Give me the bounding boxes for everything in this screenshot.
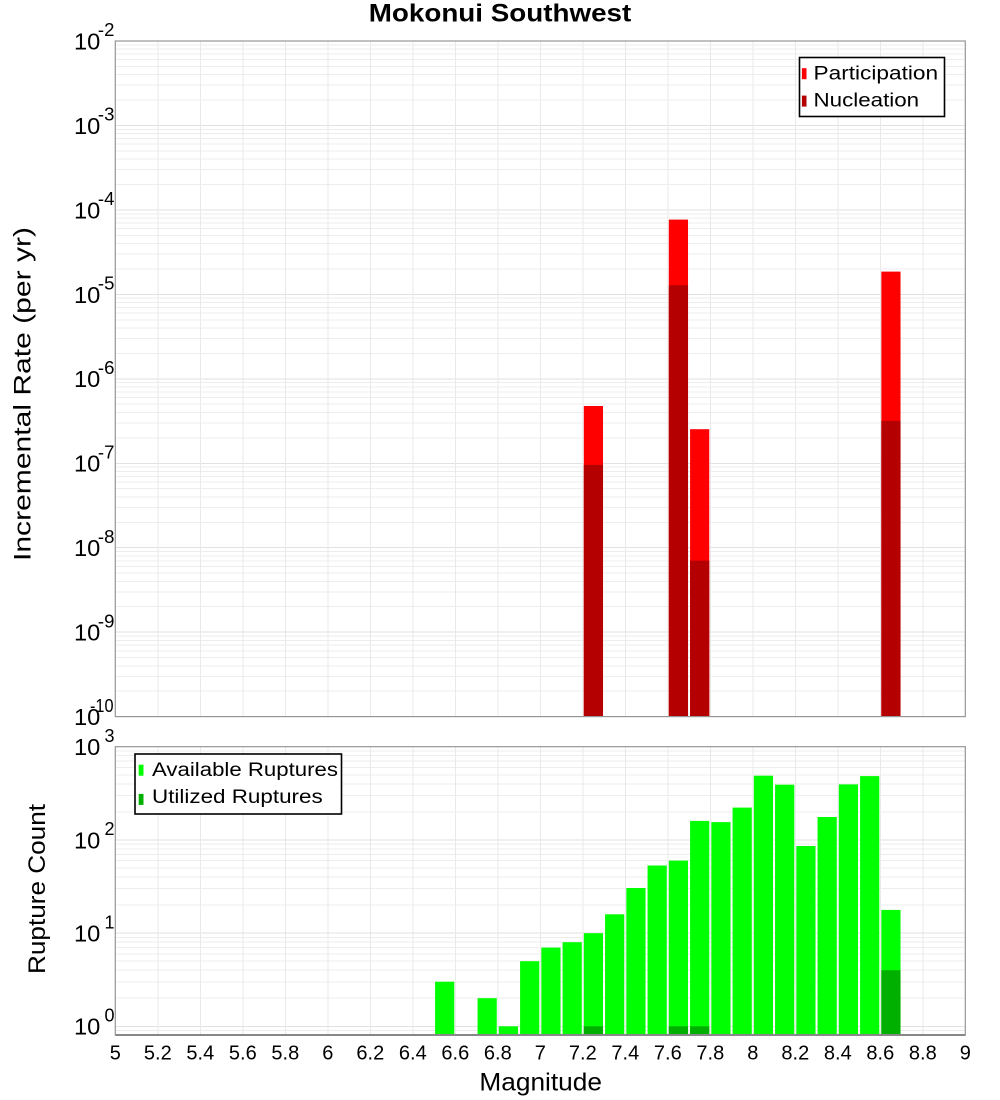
svg-text:2: 2	[105, 819, 115, 839]
svg-text:9: 9	[960, 1043, 971, 1065]
svg-text:-2: -2	[98, 20, 115, 40]
svg-text:10: 10	[74, 282, 100, 308]
svg-text:10: 10	[74, 1014, 100, 1040]
svg-text:Magnitude: Magnitude	[479, 1068, 602, 1096]
svg-text:10: 10	[74, 620, 100, 646]
svg-text:6.4: 6.4	[399, 1043, 427, 1065]
svg-text:10: 10	[74, 197, 100, 223]
svg-text:8.6: 8.6	[866, 1043, 894, 1065]
svg-text:10: 10	[74, 921, 100, 947]
svg-text:10: 10	[74, 366, 100, 392]
svg-text:-8: -8	[98, 527, 115, 547]
svg-text:5.2: 5.2	[144, 1043, 172, 1065]
svg-text:-7: -7	[98, 442, 115, 462]
svg-text:10: 10	[74, 535, 100, 561]
svg-text:-6: -6	[98, 358, 115, 378]
svg-text:-3: -3	[98, 105, 115, 125]
svg-text:5.4: 5.4	[186, 1043, 214, 1065]
svg-text:10: 10	[74, 451, 100, 477]
svg-text:8.8: 8.8	[909, 1043, 937, 1065]
svg-text:-4: -4	[98, 189, 115, 209]
svg-text:-5: -5	[98, 274, 115, 294]
svg-text:7.4: 7.4	[611, 1043, 639, 1065]
svg-text:1: 1	[105, 912, 115, 932]
svg-text:-10: -10	[90, 696, 114, 716]
svg-text:8.4: 8.4	[824, 1043, 852, 1065]
svg-text:10: 10	[74, 827, 100, 853]
svg-text:10: 10	[74, 734, 100, 760]
svg-text:7: 7	[535, 1043, 546, 1065]
svg-text:-9: -9	[98, 611, 115, 631]
svg-text:Utilized Ruptures: Utilized Ruptures	[152, 787, 323, 808]
svg-text:7.2: 7.2	[569, 1043, 597, 1065]
svg-text:Incremental Rate (per yr): Incremental Rate (per yr)	[10, 227, 37, 561]
svg-text:3: 3	[105, 726, 115, 746]
svg-text:7.6: 7.6	[654, 1043, 682, 1065]
svg-text:6.2: 6.2	[356, 1043, 384, 1065]
svg-text:5.8: 5.8	[271, 1043, 299, 1065]
svg-text:8.2: 8.2	[781, 1043, 809, 1065]
svg-text:6: 6	[322, 1043, 333, 1065]
svg-text:10: 10	[74, 113, 100, 139]
svg-text:10: 10	[74, 704, 100, 730]
svg-text:Rupture Count: Rupture Count	[24, 804, 51, 974]
svg-text:Nucleation: Nucleation	[814, 90, 920, 111]
svg-text:6.8: 6.8	[484, 1043, 512, 1065]
svg-text:Available Ruptures: Available Ruptures	[152, 760, 338, 781]
svg-text:5.6: 5.6	[229, 1043, 257, 1065]
svg-text:Mokonui Southwest: Mokonui Southwest	[369, 0, 632, 28]
svg-text:0: 0	[105, 1006, 115, 1026]
svg-text:Participation: Participation	[814, 63, 939, 84]
svg-text:7.8: 7.8	[696, 1043, 724, 1065]
svg-text:6.6: 6.6	[441, 1043, 469, 1065]
svg-text:8: 8	[747, 1043, 758, 1065]
svg-text:5: 5	[110, 1043, 121, 1065]
svg-text:10: 10	[74, 28, 100, 54]
